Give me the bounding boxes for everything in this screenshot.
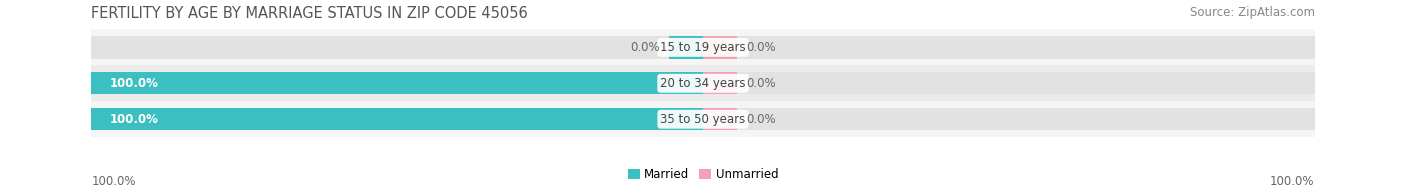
Bar xyxy=(669,72,703,94)
Text: 35 to 50 years: 35 to 50 years xyxy=(661,113,745,126)
Text: 0.0%: 0.0% xyxy=(745,113,776,126)
Bar xyxy=(91,65,1315,101)
Bar xyxy=(669,36,703,59)
Text: 0.0%: 0.0% xyxy=(630,41,661,54)
Bar xyxy=(91,108,703,130)
Bar xyxy=(703,108,737,130)
Text: 100.0%: 100.0% xyxy=(110,113,159,126)
Text: 100.0%: 100.0% xyxy=(1270,175,1315,188)
Bar xyxy=(703,72,1315,94)
Text: 100.0%: 100.0% xyxy=(110,77,159,90)
Text: 100.0%: 100.0% xyxy=(91,175,136,188)
Text: Source: ZipAtlas.com: Source: ZipAtlas.com xyxy=(1189,6,1315,19)
Bar xyxy=(703,72,737,94)
Bar xyxy=(703,108,1315,130)
Bar xyxy=(91,29,1315,65)
Bar xyxy=(669,108,703,130)
Bar xyxy=(91,72,703,94)
Text: 20 to 34 years: 20 to 34 years xyxy=(661,77,745,90)
Bar xyxy=(703,36,737,59)
Text: FERTILITY BY AGE BY MARRIAGE STATUS IN ZIP CODE 45056: FERTILITY BY AGE BY MARRIAGE STATUS IN Z… xyxy=(91,6,529,21)
Text: 0.0%: 0.0% xyxy=(745,41,776,54)
Bar xyxy=(703,36,1315,59)
Bar xyxy=(91,72,703,94)
Text: 0.0%: 0.0% xyxy=(745,77,776,90)
Bar xyxy=(91,36,703,59)
Text: 15 to 19 years: 15 to 19 years xyxy=(661,41,745,54)
Legend: Married, Unmarried: Married, Unmarried xyxy=(623,164,783,186)
Bar xyxy=(91,108,703,130)
Bar xyxy=(91,101,1315,137)
